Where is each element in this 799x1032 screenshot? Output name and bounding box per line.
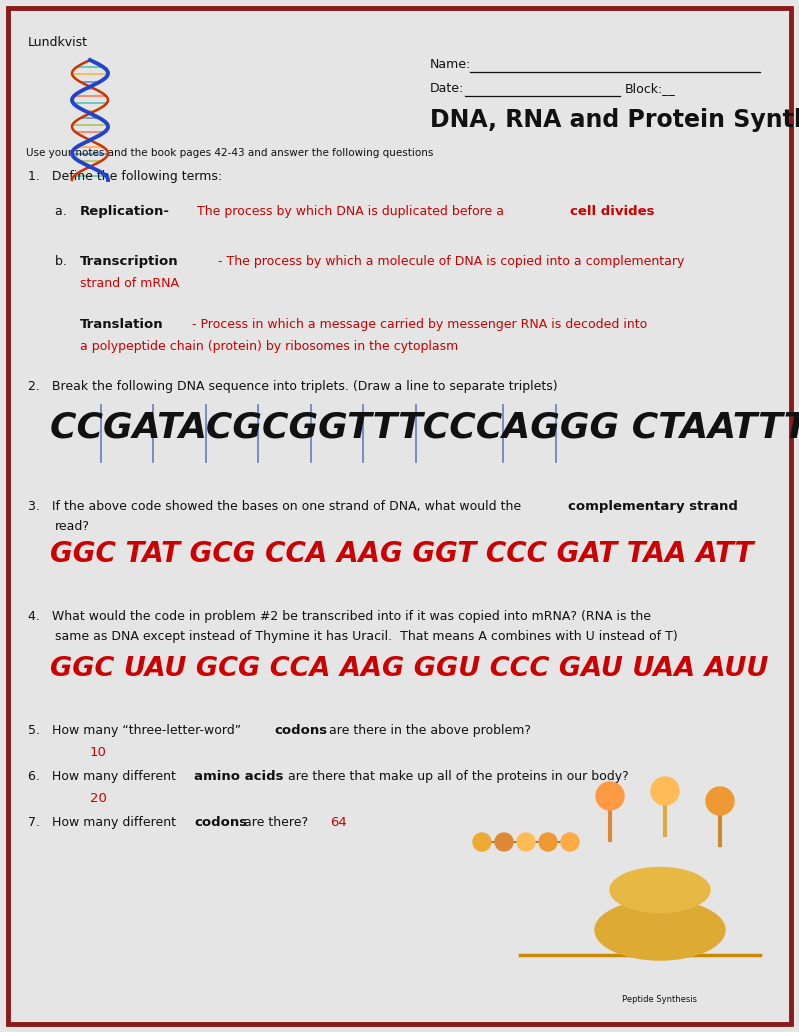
Ellipse shape [610, 868, 710, 912]
Text: strand of mRNA: strand of mRNA [80, 277, 179, 290]
Text: DNA, RNA and Protein Synthesis: DNA, RNA and Protein Synthesis [430, 108, 799, 132]
Text: CCGATACGCGGTTTCCCAGGG CTAATTTAA: CCGATACGCGGTTTCCCAGGG CTAATTTAA [50, 410, 799, 444]
Text: 20: 20 [90, 792, 107, 805]
Circle shape [473, 833, 491, 851]
Text: 64: 64 [330, 816, 347, 829]
Text: are there?: are there? [240, 816, 320, 829]
Text: 10: 10 [90, 746, 107, 759]
Text: Peptide Synthesis: Peptide Synthesis [622, 995, 698, 1004]
Text: read?: read? [55, 520, 90, 533]
Circle shape [539, 833, 557, 851]
Text: Lundkvist: Lundkvist [28, 36, 88, 49]
Text: GGC UAU GCG CCA AAG GGU CCC GAU UAA AUU: GGC UAU GCG CCA AAG GGU CCC GAU UAA AUU [50, 656, 769, 682]
Circle shape [561, 833, 579, 851]
Circle shape [495, 833, 513, 851]
Text: GGC TAT GCG CCA AAG GGT CCC GAT TAA ATT: GGC TAT GCG CCA AAG GGT CCC GAT TAA ATT [50, 540, 753, 568]
Text: are there in the above problem?: are there in the above problem? [325, 724, 531, 737]
Text: 3.   If the above code showed the bases on one strand of DNA, what would the: 3. If the above code showed the bases on… [28, 499, 525, 513]
Text: codons: codons [194, 816, 247, 829]
FancyBboxPatch shape [8, 8, 791, 1024]
Text: 1.   Define the following terms:: 1. Define the following terms: [28, 170, 222, 183]
Text: - Process in which a message carried by messenger RNA is decoded into: - Process in which a message carried by … [192, 318, 647, 331]
Text: codons: codons [274, 724, 327, 737]
Text: a polypeptide chain (protein) by ribosomes in the cytoplasm: a polypeptide chain (protein) by ribosom… [80, 340, 459, 353]
Text: a.: a. [55, 205, 79, 218]
Text: b.: b. [55, 255, 79, 268]
Circle shape [596, 782, 624, 810]
Text: Use your notes and the book pages 42-43 and answer the following questions: Use your notes and the book pages 42-43 … [26, 148, 434, 158]
Text: Block:__: Block:__ [625, 82, 676, 95]
Text: - The process by which a molecule of DNA is copied into a complementary: - The process by which a molecule of DNA… [218, 255, 685, 268]
Text: are there that make up all of the proteins in our body?: are there that make up all of the protei… [284, 770, 629, 783]
Text: same as DNA except instead of Thymine it has Uracil.  That means A combines with: same as DNA except instead of Thymine it… [55, 630, 678, 643]
Text: Replication-: Replication- [80, 205, 170, 218]
Circle shape [651, 777, 679, 805]
Text: 5.   How many “three-letter-word”: 5. How many “three-letter-word” [28, 724, 245, 737]
Text: complementary strand: complementary strand [568, 499, 737, 513]
Ellipse shape [595, 900, 725, 960]
Text: 4.   What would the code in problem #2 be transcribed into if it was copied into: 4. What would the code in problem #2 be … [28, 610, 651, 623]
Text: Name:: Name: [430, 58, 471, 71]
Text: Transcription: Transcription [80, 255, 179, 268]
Text: cell divides: cell divides [570, 205, 654, 218]
Text: 6.   How many different: 6. How many different [28, 770, 180, 783]
Text: The process by which DNA is duplicated before a: The process by which DNA is duplicated b… [193, 205, 508, 218]
Text: amino acids: amino acids [194, 770, 284, 783]
Circle shape [517, 833, 535, 851]
Circle shape [706, 787, 734, 815]
Text: Translation: Translation [80, 318, 164, 331]
Text: 7.   How many different: 7. How many different [28, 816, 180, 829]
Text: 2.   Break the following DNA sequence into triplets. (Draw a line to separate tr: 2. Break the following DNA sequence into… [28, 380, 558, 393]
Text: Date:: Date: [430, 82, 464, 95]
